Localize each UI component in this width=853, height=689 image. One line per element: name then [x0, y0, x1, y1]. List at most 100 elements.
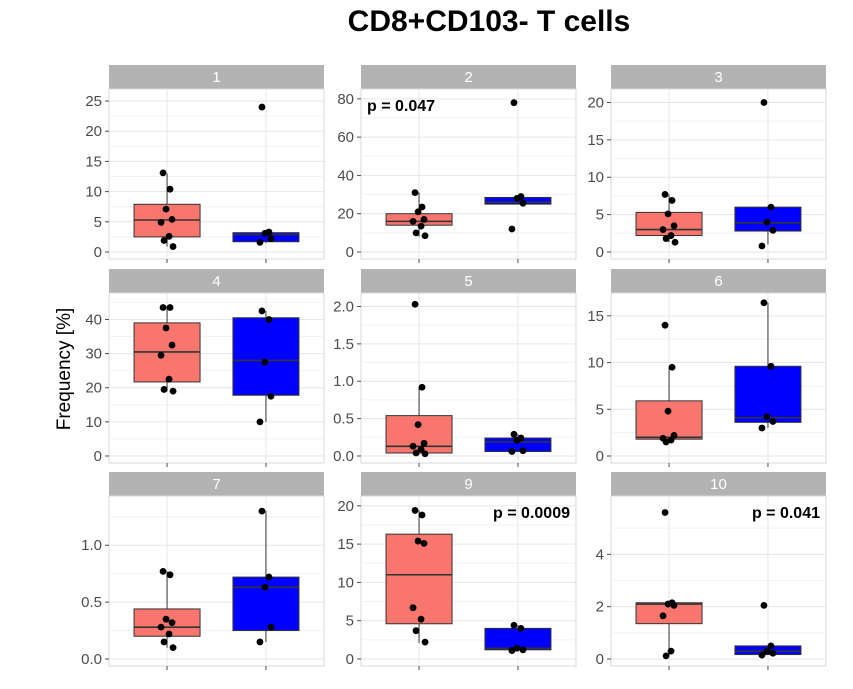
y-tick-label: 0	[94, 244, 102, 261]
data-point	[662, 235, 670, 242]
y-tick-label: 0.0	[333, 448, 354, 465]
y-tick-label: 5	[596, 401, 604, 418]
data-point	[261, 358, 269, 366]
y-tick-label: 20	[85, 380, 102, 397]
box	[232, 317, 300, 396]
strip-label: 4	[212, 273, 220, 290]
y-tick-label: 0	[346, 244, 354, 261]
group-2	[484, 99, 552, 233]
data-point	[414, 421, 422, 428]
group-2	[734, 601, 802, 659]
data-point	[767, 362, 775, 370]
data-point	[769, 418, 777, 425]
data-point	[165, 630, 173, 638]
data-point	[662, 652, 670, 660]
p-value: p = 0.0009	[493, 505, 570, 522]
data-point	[421, 450, 429, 458]
data-point	[418, 511, 426, 519]
y-tick-label: 1.5	[333, 336, 354, 353]
data-point	[258, 507, 266, 515]
strip-label: 2	[464, 69, 472, 86]
group-1	[133, 304, 201, 395]
data-point	[162, 324, 170, 332]
group-1	[385, 300, 453, 458]
data-point	[517, 624, 525, 632]
data-point	[267, 623, 275, 631]
group-2	[734, 299, 802, 432]
box	[635, 400, 703, 440]
group-1	[385, 189, 453, 240]
data-point	[165, 375, 173, 383]
y-tick-label: 40	[85, 311, 102, 328]
data-point	[159, 567, 167, 575]
data-point	[258, 103, 266, 111]
y-tick-label: 4	[596, 546, 604, 563]
data-point	[256, 238, 264, 246]
strip-label: 10	[710, 476, 727, 493]
data-point	[763, 413, 771, 421]
plot-area	[360, 88, 577, 260]
data-point	[414, 537, 422, 545]
data-point	[157, 623, 165, 631]
data-point	[513, 194, 521, 202]
y-tick-label: 15	[587, 132, 604, 149]
y-tick-label: 20	[587, 94, 604, 111]
data-point	[671, 238, 679, 246]
data-point	[159, 169, 167, 177]
strip-label: 6	[714, 273, 722, 290]
group-1	[133, 169, 201, 250]
chart-title: CD8+CD103- T cells	[348, 5, 631, 38]
data-point	[508, 448, 516, 455]
data-point	[160, 638, 168, 646]
strip	[361, 269, 576, 293]
data-point	[256, 638, 264, 646]
strip-label: 7	[212, 476, 220, 493]
data-point	[519, 199, 527, 207]
data-point	[258, 307, 266, 315]
y-tick-label: 30	[85, 346, 102, 363]
data-point	[420, 216, 428, 223]
panel-5: 5 0.0 0.5 1.0 1.5 2.0	[333, 269, 577, 467]
box	[385, 533, 453, 625]
group-2	[232, 307, 300, 426]
data-point	[265, 316, 273, 323]
data-point	[160, 237, 168, 244]
data-point	[758, 242, 766, 250]
y-tick-label: 40	[337, 167, 354, 184]
panel-7: 7 0.0 0.5 1.0	[81, 472, 325, 670]
data-point	[758, 424, 766, 432]
data-point	[763, 647, 771, 655]
data-point	[508, 647, 516, 654]
y-tick-label: 15	[337, 536, 354, 553]
panel-3: 3 0 5 10 15 20	[587, 65, 827, 263]
data-point	[661, 509, 669, 516]
y-tick-label: 0.0	[81, 651, 102, 668]
y-tick-label: 20	[337, 498, 354, 515]
panel-6: 6 0 5 10 15	[587, 269, 827, 467]
data-point	[760, 601, 768, 609]
data-point	[664, 407, 672, 415]
data-point	[417, 222, 425, 230]
data-point	[668, 363, 676, 371]
data-point	[421, 638, 429, 646]
data-point	[168, 341, 176, 349]
data-point	[166, 304, 174, 311]
y-tick-label: 80	[337, 91, 354, 108]
y-tick-label: 5	[596, 207, 604, 224]
group-2	[734, 99, 802, 250]
strip-label: 1	[212, 69, 220, 86]
box	[734, 365, 802, 423]
y-tick-label: 1.0	[81, 537, 102, 554]
data-point	[169, 243, 177, 250]
data-point	[661, 321, 669, 329]
data-point	[758, 651, 766, 659]
data-point	[409, 442, 417, 450]
strip	[361, 65, 576, 89]
data-point	[162, 615, 170, 623]
data-point	[510, 99, 518, 107]
data-point	[412, 229, 420, 237]
data-point	[667, 647, 675, 655]
